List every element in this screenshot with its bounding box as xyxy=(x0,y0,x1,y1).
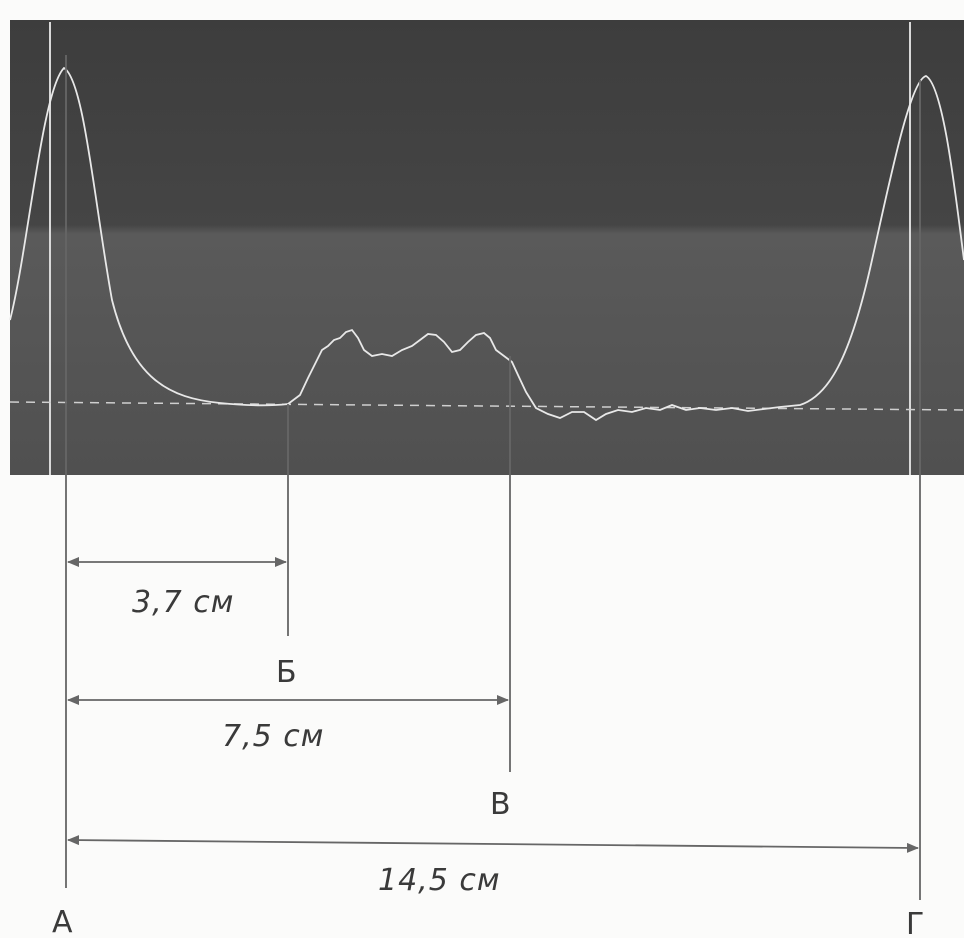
point-label-a: А xyxy=(52,905,73,938)
dimension-arrows xyxy=(67,557,919,853)
dimension-label-14-5: 14,5 см xyxy=(378,863,500,898)
dimension-label-3-7: 3,7 см xyxy=(132,585,234,620)
scan-background xyxy=(10,20,964,475)
point-label-b: Б xyxy=(276,655,297,690)
dimension-label-7-5: 7,5 см xyxy=(222,719,324,754)
densitogram-trace xyxy=(9,66,964,422)
point-label-v: В xyxy=(490,787,511,822)
point-label-g: Г xyxy=(906,907,924,938)
scan-panel xyxy=(9,20,964,475)
dimension-arrow-a-g xyxy=(67,835,919,853)
reference-lines xyxy=(65,55,921,900)
